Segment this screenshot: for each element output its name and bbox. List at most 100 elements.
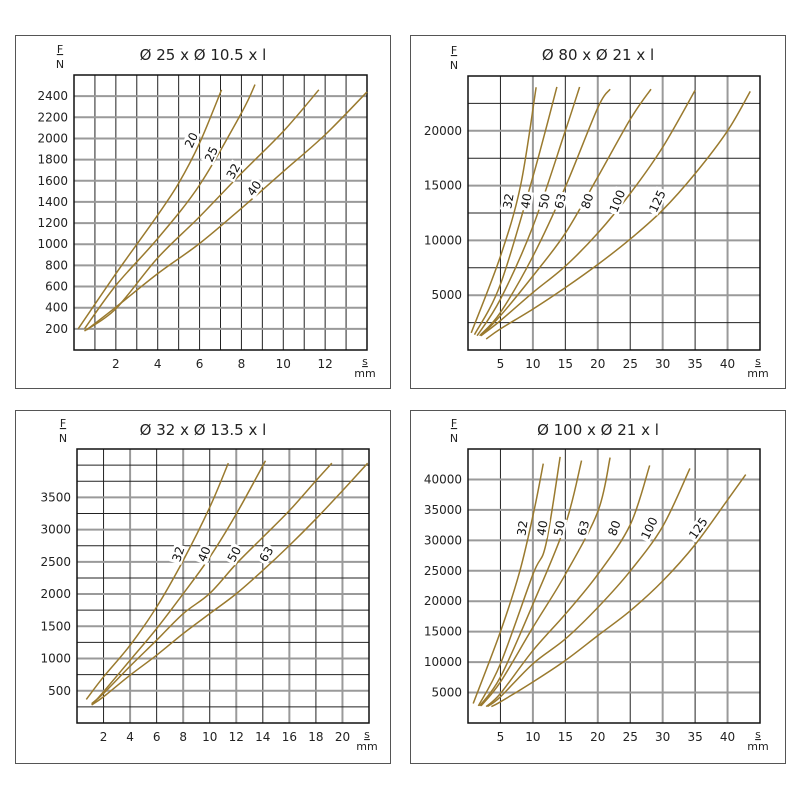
- series-label-text: 50: [225, 544, 245, 564]
- x-tick-label: 35: [687, 730, 702, 744]
- series-label-text: 20: [182, 130, 201, 150]
- series-label-100: 100: [637, 513, 661, 543]
- x-tick-label: 18: [308, 730, 323, 744]
- y-tick-label: 500: [48, 684, 71, 698]
- series-label-text: 80: [605, 519, 623, 538]
- y-tick-label: 10000: [424, 655, 462, 669]
- series-line-80: [485, 465, 651, 708]
- series-label-bg: [499, 190, 517, 212]
- series-label-bg: [255, 542, 277, 566]
- x-tick-label: 15: [558, 357, 573, 371]
- x-tick-label: 35: [687, 357, 702, 371]
- series-label-text: 100: [607, 188, 629, 214]
- x-tick-label: 2: [112, 357, 120, 371]
- series-label-bg: [637, 513, 661, 543]
- chart-panel-80x21: Ø 80 x Ø 21 x l 5000 10000 15000 20000 5 10 15…: [410, 35, 786, 389]
- series-label-text: 40: [534, 519, 550, 536]
- x-tick-label: 5: [497, 730, 505, 744]
- series-label-125: 125: [645, 186, 669, 216]
- series-label-text: 32: [500, 192, 516, 209]
- series-label-text: 40: [195, 544, 214, 563]
- y-tick-label: 2500: [40, 555, 71, 569]
- series-line-40: [477, 456, 561, 707]
- y-tick-label: 1600: [37, 174, 68, 188]
- y-tick-label: 10000: [424, 233, 462, 247]
- series-label-63: 63: [551, 190, 569, 212]
- x-tick-label: 2: [100, 730, 108, 744]
- series-label-bg: [535, 190, 553, 212]
- x-tick-label: 30: [655, 730, 670, 744]
- x-tick-label: 25: [623, 357, 638, 371]
- x-axis-unit: mm: [747, 740, 768, 753]
- series-label-bg: [577, 189, 597, 213]
- series-line-32: [472, 463, 545, 704]
- x-axis-label: s: [755, 728, 761, 741]
- series-label-text: 63: [575, 519, 592, 537]
- series-line-80: [480, 88, 652, 337]
- series-label-100: 100: [606, 186, 629, 216]
- x-tick-label: 30: [655, 357, 670, 371]
- series-line-40: [92, 460, 267, 705]
- plot-frame: [73, 74, 368, 351]
- series-label-32: 32: [168, 542, 187, 566]
- series-line-40: [86, 91, 368, 331]
- series-label-bg: [604, 516, 624, 540]
- x-tick-label: 20: [590, 357, 605, 371]
- series-label-bg: [606, 186, 628, 216]
- series-label-bg: [243, 176, 265, 200]
- series-label-63: 63: [255, 542, 277, 566]
- series-label-text: 50: [551, 519, 568, 537]
- series-label-40: 40: [517, 190, 535, 212]
- chart-panel-32x13-5: Ø 32 x Ø 13.5 x l 500 1000 1500 2000 2500 300…: [15, 410, 391, 764]
- x-tick-label: 25: [623, 730, 638, 744]
- series-line-50: [91, 462, 333, 705]
- plot-frame: [467, 448, 761, 724]
- x-tick-label: 4: [126, 730, 134, 744]
- x-tick-label: 12: [318, 357, 333, 371]
- x-tick-label: 40: [720, 357, 735, 371]
- series-line-32: [85, 462, 230, 700]
- series-label-bg: [222, 159, 244, 183]
- series-label-25: 25: [201, 142, 221, 166]
- series-label-20: 20: [181, 128, 201, 152]
- series-label-bg: [574, 517, 592, 539]
- series-line-100: [487, 468, 691, 708]
- y-tick-label: 25000: [424, 564, 462, 578]
- x-tick-label: 40: [720, 730, 735, 744]
- x-axis-label: s: [362, 355, 368, 368]
- series-label-text: 50: [536, 192, 553, 210]
- x-axis-unit: mm: [356, 740, 377, 753]
- y-tick-label: 200: [45, 322, 68, 336]
- x-tick-label: 15: [558, 730, 573, 744]
- y-axis-label: F: [451, 417, 457, 430]
- series-label-bg: [201, 142, 221, 166]
- y-tick-label: 20000: [424, 124, 462, 138]
- x-tick-label: 6: [196, 357, 204, 371]
- x-tick-label: 14: [255, 730, 270, 744]
- chart-panel-25x10-5: Ø 25 x Ø 10.5 x l 200 400 600 800 1000 1200 14…: [15, 35, 391, 389]
- x-tick-label: 8: [238, 357, 246, 371]
- y-tick-label: 3500: [40, 490, 71, 504]
- series-line-50: [476, 86, 581, 337]
- chart-svg: 5000 10000 15000 20000 25000 30000 35000 40000 5…: [424, 417, 769, 753]
- y-tick-label: 15000: [424, 179, 462, 193]
- y-tick-label: 2400: [37, 89, 68, 103]
- x-tick-label: 5: [497, 357, 505, 371]
- series-line-32: [84, 89, 320, 332]
- y-tick-label: 5000: [431, 686, 462, 700]
- series-label-32: 32: [514, 517, 530, 539]
- x-tick-label: 16: [282, 730, 297, 744]
- y-tick-label: 800: [45, 258, 68, 272]
- x-axis-unit: mm: [354, 367, 375, 380]
- plot-frame: [467, 75, 761, 351]
- series-label-80: 80: [604, 516, 624, 540]
- y-tick-label: 5000: [431, 288, 462, 302]
- chart-svg: 500 1000 1500 2000 2500 3000 3500 2 4 6 8 10 12 14 16 1…: [40, 417, 377, 753]
- series-label-32: 32: [499, 190, 517, 212]
- y-tick-label: 1000: [40, 652, 71, 666]
- series-label-text: 63: [256, 544, 276, 564]
- series-label-bg: [514, 517, 530, 539]
- plot-frame: [76, 448, 370, 724]
- series-line-100: [480, 89, 696, 337]
- series-line-40: [473, 86, 558, 335]
